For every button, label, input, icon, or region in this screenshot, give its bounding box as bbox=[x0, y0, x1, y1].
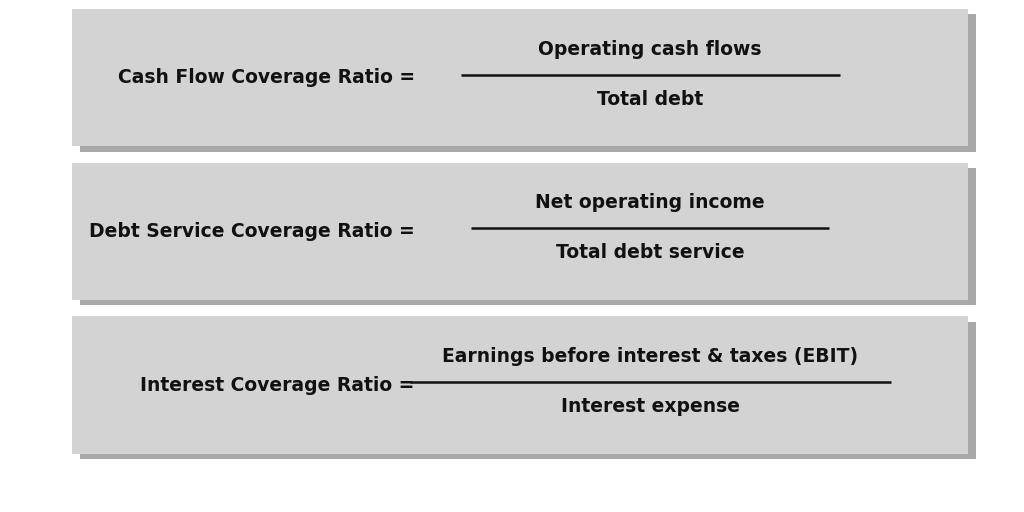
Text: Total debt: Total debt bbox=[597, 90, 703, 109]
Text: Cash Flow Coverage Ratio =: Cash Flow Coverage Ratio = bbox=[118, 68, 415, 88]
Text: Interest Coverage Ratio =: Interest Coverage Ratio = bbox=[140, 375, 415, 395]
Text: Total debt service: Total debt service bbox=[556, 243, 744, 263]
Text: Interest expense: Interest expense bbox=[561, 397, 739, 416]
Text: Net operating income: Net operating income bbox=[536, 193, 765, 212]
FancyBboxPatch shape bbox=[80, 14, 976, 152]
Text: Earnings before interest & taxes (EBIT): Earnings before interest & taxes (EBIT) bbox=[442, 347, 858, 366]
Text: Debt Service Coverage Ratio =: Debt Service Coverage Ratio = bbox=[89, 222, 415, 241]
Text: Operating cash flows: Operating cash flows bbox=[539, 39, 762, 59]
FancyBboxPatch shape bbox=[72, 316, 968, 454]
FancyBboxPatch shape bbox=[72, 9, 968, 146]
FancyBboxPatch shape bbox=[80, 168, 976, 305]
FancyBboxPatch shape bbox=[72, 163, 968, 300]
FancyBboxPatch shape bbox=[80, 322, 976, 459]
